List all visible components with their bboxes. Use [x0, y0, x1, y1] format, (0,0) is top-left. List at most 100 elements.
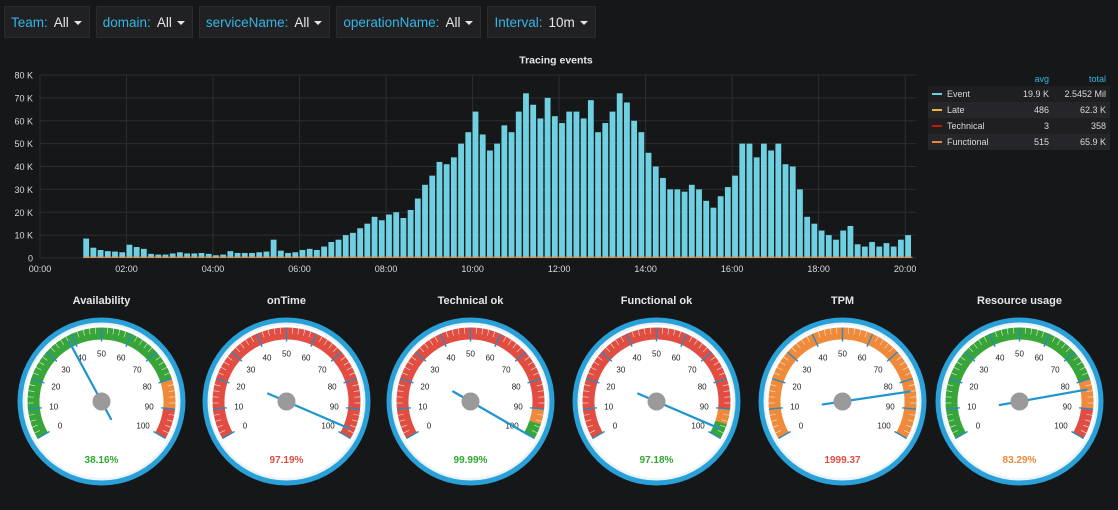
operationname-variable-value[interactable]: All [445, 14, 461, 30]
gauge-scale-label: 10 [967, 403, 976, 412]
gauge-tick [439, 333, 447, 347]
legend-row-late[interactable]: Late 486 62.3 K [928, 102, 1110, 118]
gauge-tick [303, 329, 306, 336]
legend-total-header[interactable]: total [1088, 74, 1106, 84]
gauge-tick [227, 356, 233, 361]
gauge-tick [161, 366, 168, 371]
x-tick-label: 02:00 [115, 264, 138, 274]
interval-variable-value[interactable]: 10m [548, 14, 575, 30]
gauge-tick [903, 430, 910, 434]
gauge-scale-label: 40 [447, 354, 456, 363]
legend-series-name[interactable]: Functional [947, 137, 989, 147]
domain-variable-dropdown[interactable]: domain: All [95, 6, 193, 38]
gauge-tick [338, 430, 351, 440]
gauge-tick [902, 366, 909, 371]
gauge-scale-label: 40 [263, 354, 272, 363]
event-bar [566, 111, 573, 258]
gauge-band [945, 327, 1090, 439]
gauge-scale-label: 100 [136, 422, 150, 431]
series-color-swatch[interactable] [932, 109, 942, 111]
series-color-swatch[interactable] [932, 93, 942, 95]
gauge-tick [620, 336, 625, 343]
tracing-events-chart[interactable]: Tracing events 0 10 K 20 K 30 K 40 K 50 K 60 K… [0, 50, 925, 282]
gauge-hub [277, 392, 296, 411]
event-bar [335, 239, 342, 258]
gauge-tick [535, 419, 542, 422]
gauge-value: 97.19% [269, 455, 304, 466]
gauge-tick [32, 424, 38, 428]
operationname-variable-dropdown[interactable]: operationName: All [336, 6, 482, 38]
gauge-tick [1083, 424, 1089, 428]
legend-series-name[interactable]: Late [947, 105, 965, 115]
gauge-band [1078, 378, 1094, 410]
gauge-tick [351, 419, 358, 422]
team-variable-value[interactable]: All [53, 14, 69, 30]
event-bar [306, 248, 313, 258]
event-bar [313, 249, 320, 258]
series-color-swatch[interactable] [932, 141, 942, 143]
gauge-tick [168, 390, 175, 392]
gauge-tick [859, 329, 862, 336]
legend-series-name[interactable]: Event [947, 89, 971, 99]
event-bar [126, 244, 133, 258]
legend-row-functional[interactable]: Functional 515 65.9 K [928, 134, 1110, 150]
caret-down-icon[interactable] [73, 21, 82, 25]
legend-series-name[interactable]: Technical [947, 121, 985, 131]
event-bar [198, 252, 205, 258]
gauge-tick [722, 384, 729, 387]
gauge-tick [796, 343, 801, 349]
caret-down-icon[interactable] [465, 21, 474, 25]
gauge-band [160, 378, 176, 410]
gauge-tick [407, 361, 414, 366]
caret-down-icon[interactable] [176, 21, 185, 25]
gauge-scale-label: 60 [117, 354, 126, 363]
interval-variable-dropdown[interactable]: Interval: 10m [487, 6, 596, 38]
gauge-tick [343, 361, 350, 366]
gauge-scale-label: 30 [979, 365, 988, 374]
event-bar [494, 143, 501, 259]
gauge-tick [1056, 339, 1061, 346]
gauge-scale-label: 60 [858, 354, 867, 363]
legend-avg-header[interactable]: avg [1034, 74, 1049, 84]
gauge-scale-label: 20 [420, 383, 429, 392]
gauge-band [715, 407, 731, 425]
gauge-tick [492, 331, 496, 338]
servicename-variable-dropdown[interactable]: serviceName: All [198, 6, 331, 38]
tracing-events-panel: Tracing events 0 10 K 20 K 30 K 40 K 50 K 60 K… [0, 50, 1118, 290]
caret-down-icon[interactable] [579, 21, 588, 25]
gauge-scale-label: 20 [969, 383, 978, 392]
gauge-tick [33, 372, 39, 376]
series-color-swatch[interactable] [932, 125, 942, 127]
gauge-scale-label: 0 [427, 422, 432, 431]
event-bar [378, 220, 385, 258]
gauge-tick [261, 331, 265, 338]
gauge-tick [434, 336, 439, 343]
caret-down-icon[interactable] [314, 21, 323, 25]
gauge-scale-label: 100 [691, 422, 705, 431]
event-bar [104, 251, 111, 258]
domain-variable-value[interactable]: All [156, 14, 172, 30]
gauge-tick [123, 331, 127, 338]
gauge-tick [524, 356, 530, 361]
gauge-tick [30, 419, 37, 422]
servicename-variable-value[interactable]: All [294, 14, 310, 30]
gauge-scale-label: 90 [514, 403, 523, 412]
legend-row-technical[interactable]: Technical 3 358 [928, 118, 1110, 134]
gauge-tick [688, 336, 693, 343]
event-bar [551, 116, 558, 258]
gauge-tick [533, 372, 539, 376]
event-bar [674, 189, 681, 259]
gauge-tick [605, 347, 611, 353]
event-bar [270, 239, 277, 258]
event-bar [876, 246, 883, 258]
event-bar [869, 241, 875, 258]
team-variable-dropdown[interactable]: Team: All [4, 6, 90, 38]
gauge-scale-label: 10 [790, 403, 799, 412]
gauge-tick [531, 430, 538, 434]
gauge-tick [708, 430, 721, 440]
legend-row-event[interactable]: Event 19.9 K 2.5452 Mil [928, 86, 1110, 102]
gauge-tick [968, 347, 974, 353]
gauge-scale-label: 40 [633, 354, 642, 363]
gauge-value: 83.29% [1002, 455, 1037, 466]
